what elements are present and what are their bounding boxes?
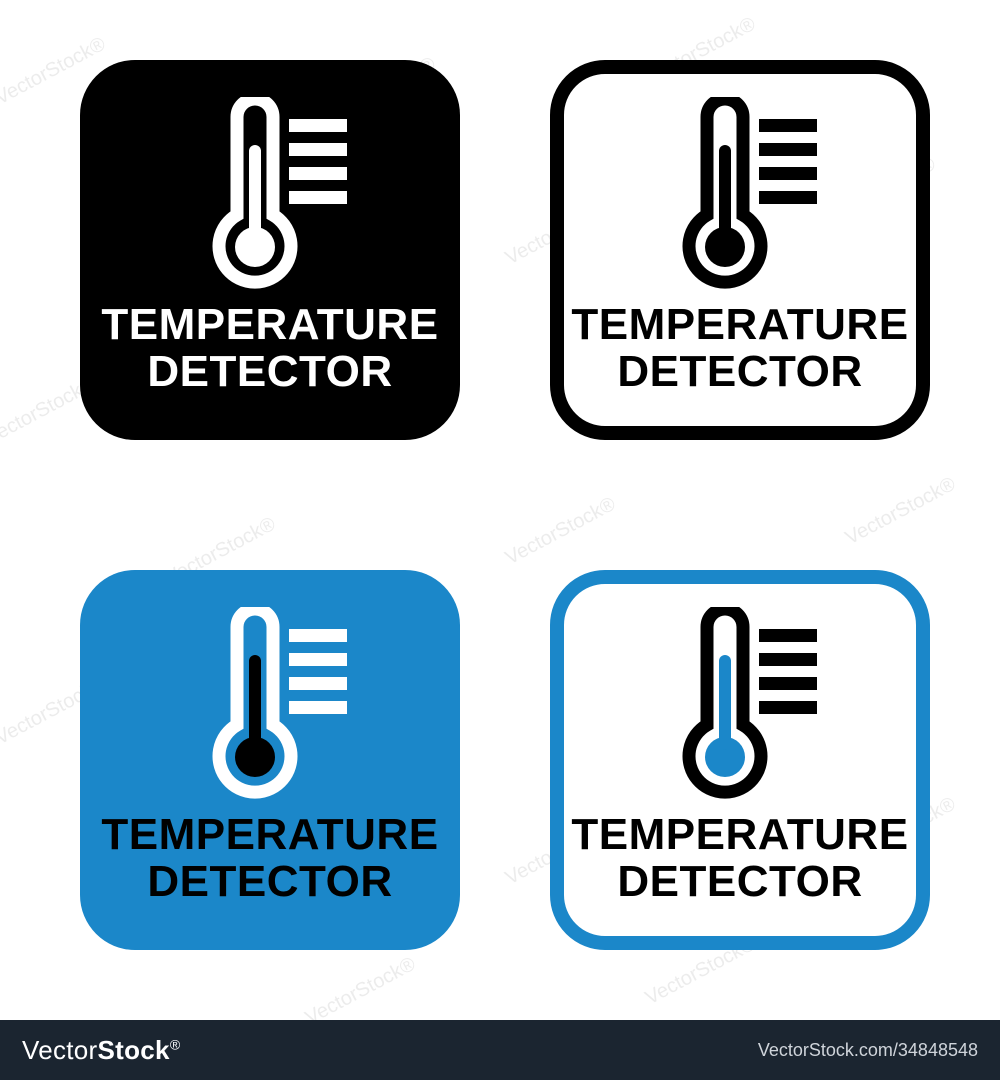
label-line2: DETECTOR [564, 349, 916, 395]
footer-brand: VectorStock® [22, 1035, 180, 1066]
label-line2: DETECTOR [80, 349, 460, 395]
badge-label: TEMPERATURE DETECTOR [80, 812, 460, 922]
badge-variant: TEMPERATURE DETECTOR [550, 570, 930, 950]
thermometer-icon [564, 92, 916, 302]
badge-variant: TEMPERATURE DETECTOR [80, 60, 460, 440]
badge-label: TEMPERATURE DETECTOR [564, 302, 916, 412]
thermometer-icon [80, 602, 460, 812]
badge-grid: TEMPERATURE DETECTOR TEMPERATURE DETECTO… [80, 60, 920, 980]
badge-variant: TEMPERATURE DETECTOR [80, 570, 460, 950]
thermometer-icon [564, 602, 916, 812]
badge-label: TEMPERATURE DETECTOR [564, 812, 916, 922]
label-line2: DETECTOR [564, 859, 916, 905]
label-line1: TEMPERATURE [564, 812, 916, 858]
brand-tm: ® [170, 1036, 181, 1052]
badge-label: TEMPERATURE DETECTOR [80, 302, 460, 412]
brand-prefix: Vector [22, 1035, 98, 1065]
thermometer-icon [80, 92, 460, 302]
label-line2: DETECTOR [80, 859, 460, 905]
label-line1: TEMPERATURE [564, 302, 916, 348]
brand-suffix: Stock [98, 1035, 170, 1065]
label-line1: TEMPERATURE [80, 302, 460, 348]
footer-bar: VectorStock® VectorStock.com/34848548 [0, 1020, 1000, 1080]
badge-variant: TEMPERATURE DETECTOR [550, 60, 930, 440]
footer-id: VectorStock.com/34848548 [758, 1040, 978, 1061]
label-line1: TEMPERATURE [80, 812, 460, 858]
